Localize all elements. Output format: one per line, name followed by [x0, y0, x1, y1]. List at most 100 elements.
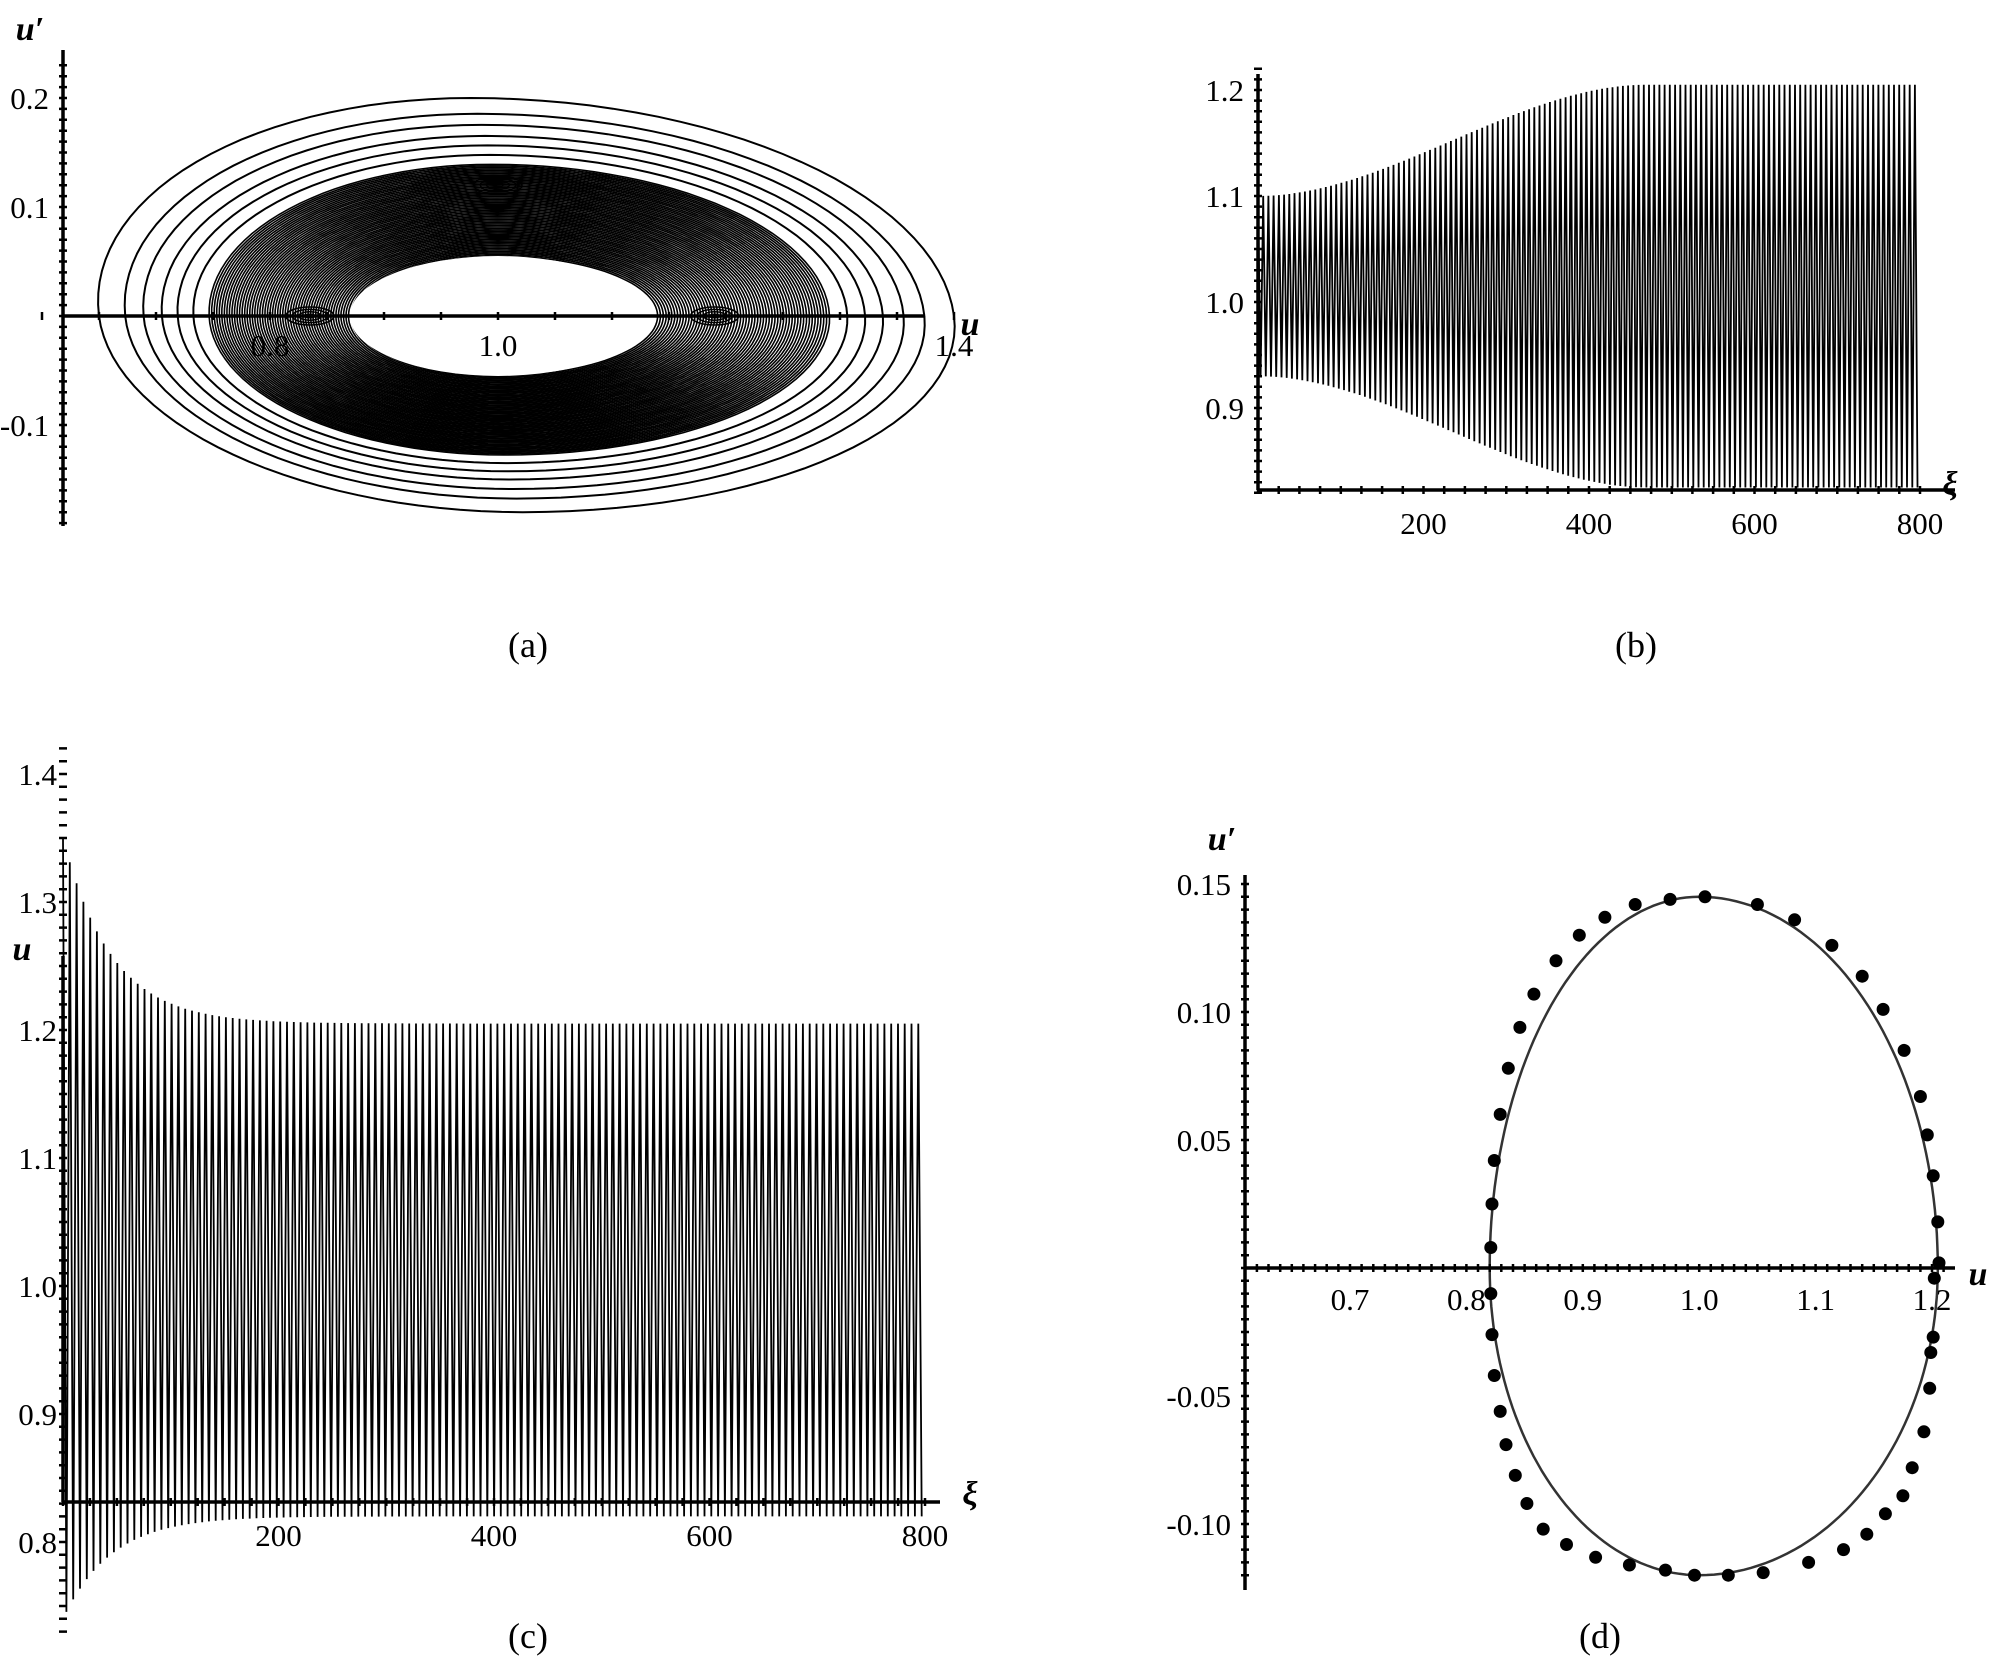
y-tick-label: 0.9 [18, 1397, 57, 1432]
data-point [1913, 1090, 1927, 1103]
series-line [1257, 84, 1919, 488]
data-point [1487, 1369, 1501, 1382]
data-point [1802, 1555, 1816, 1569]
data-point [1926, 1169, 1940, 1183]
data-point [1905, 1461, 1919, 1475]
y-minor-ticks [59, 747, 67, 1633]
data-point [1487, 1154, 1501, 1167]
x-tick-label: 1.0 [1680, 1282, 1719, 1317]
data-point [1520, 1497, 1534, 1510]
y-axis-label: u′ [1208, 821, 1236, 858]
y-tick-label: -0.1 [0, 408, 49, 443]
data-point [1493, 1404, 1507, 1418]
data-point [1513, 1020, 1527, 1034]
y-tick-label: 1.3 [18, 885, 57, 920]
y-minor-ticks [59, 64, 67, 525]
data-point [1527, 987, 1541, 1001]
data-point [1878, 1507, 1892, 1521]
y-minor-ticks [1241, 882, 1249, 1577]
x-tick-label: 600 [1731, 506, 1778, 541]
x-tick-label: 200 [255, 1518, 302, 1553]
panel-label-d: (d) [1579, 1616, 1621, 1656]
x-axis-label: ξ [1942, 466, 1958, 503]
data-point [1788, 913, 1802, 927]
y-tick-label: 1.0 [1205, 285, 1244, 320]
orbit-node [473, 175, 523, 195]
y-tick-label: -0.10 [1166, 1507, 1231, 1542]
panel-a: 0.8 1.0 1.4 0.2 0.1 -0.1 u u′ [0, 11, 979, 526]
orbit-node [479, 417, 517, 433]
data-point [1860, 1527, 1874, 1541]
x-minor-ticks [1256, 486, 1922, 494]
x-tick-label: 1.2 [1913, 1282, 1952, 1317]
x-tick-label: 0.8 [1447, 1282, 1486, 1317]
data-point [1750, 898, 1764, 911]
panel-label-b: (b) [1615, 625, 1657, 665]
y-tick-label: 0.2 [10, 81, 49, 116]
data-point [1589, 1550, 1603, 1564]
x-tick-label: 1.1 [1796, 1282, 1835, 1317]
x-tick-label: 800 [1897, 506, 1944, 541]
data-point [1485, 1328, 1499, 1342]
series-line [62, 837, 923, 1612]
data-point [1549, 954, 1563, 968]
panel-d: 0.7 0.8 0.9 1.0 1.1 1.2 0.15 0.10 0.05 -0.05 -0.10… [1166, 821, 1987, 1590]
x-tick-label: 600 [686, 1518, 733, 1553]
x-minor-ticks [40, 312, 956, 320]
x-axis-label: u [961, 306, 980, 343]
data-point [1926, 1330, 1940, 1344]
data-point [1493, 1107, 1507, 1121]
data-point [1628, 898, 1642, 911]
y-tick-label: 0.10 [1177, 995, 1231, 1030]
data-point [1721, 1568, 1735, 1582]
data-point [1485, 1197, 1499, 1211]
data-point [1560, 1538, 1573, 1551]
data-point [1825, 938, 1839, 952]
y-axis-label: u′ [16, 11, 44, 48]
data-point [1598, 910, 1612, 924]
data-point [1756, 1566, 1770, 1580]
orbit-node [473, 415, 523, 435]
data-point [1688, 1568, 1701, 1582]
y-tick-label: 0.1 [10, 190, 49, 225]
x-tick-label: 0.8 [251, 328, 290, 363]
y-tick-label: 0.9 [1205, 391, 1244, 426]
data-point [1924, 1346, 1938, 1359]
y-tick-label: 0.8 [18, 1525, 57, 1560]
data-point [1837, 1543, 1850, 1557]
x-tick-label: 200 [1400, 506, 1447, 541]
x-axis-label: ξ [962, 1476, 978, 1513]
data-point [1923, 1381, 1937, 1395]
data-point [1484, 1287, 1498, 1301]
data-point [1917, 1425, 1931, 1439]
orbit-curve [1488, 895, 1940, 1577]
data-point [1572, 928, 1586, 942]
y-tick-label: 1.4 [18, 757, 57, 792]
x-minor-ticks [1255, 1264, 1945, 1272]
y-tick-label: 0.05 [1177, 1123, 1231, 1158]
data-point [1855, 969, 1869, 983]
panel-c: 200 400 600 800 1.4 1.3 1.2 1.1 1.0 0.9 0.8 u ξ [13, 747, 978, 1633]
x-tick-label: 0.9 [1563, 1282, 1602, 1317]
orbit-node [486, 420, 510, 430]
data-point [1663, 892, 1677, 906]
y-tick-label: 1.1 [1205, 179, 1244, 214]
y-tick-label: -0.05 [1166, 1379, 1231, 1414]
orbit-node [492, 182, 504, 188]
data-point [1932, 1256, 1946, 1270]
orbit-node [492, 422, 504, 428]
x-tick-label: 400 [1566, 506, 1613, 541]
y-minor-ticks [1254, 67, 1262, 495]
panel-label-c: (c) [508, 1616, 548, 1656]
data-point [1920, 1128, 1934, 1142]
data-point [1931, 1215, 1945, 1229]
data-point [1698, 890, 1712, 904]
data-point [1927, 1271, 1941, 1285]
orbit-node [486, 180, 510, 191]
data-point [1896, 1489, 1910, 1503]
data-point [1501, 1061, 1515, 1075]
y-axis-label: u [13, 931, 32, 968]
data-point [1508, 1468, 1522, 1482]
panel-b: 200 400 600 800 1.2 1.1 1.0 0.9 ξ [1205, 67, 1958, 541]
